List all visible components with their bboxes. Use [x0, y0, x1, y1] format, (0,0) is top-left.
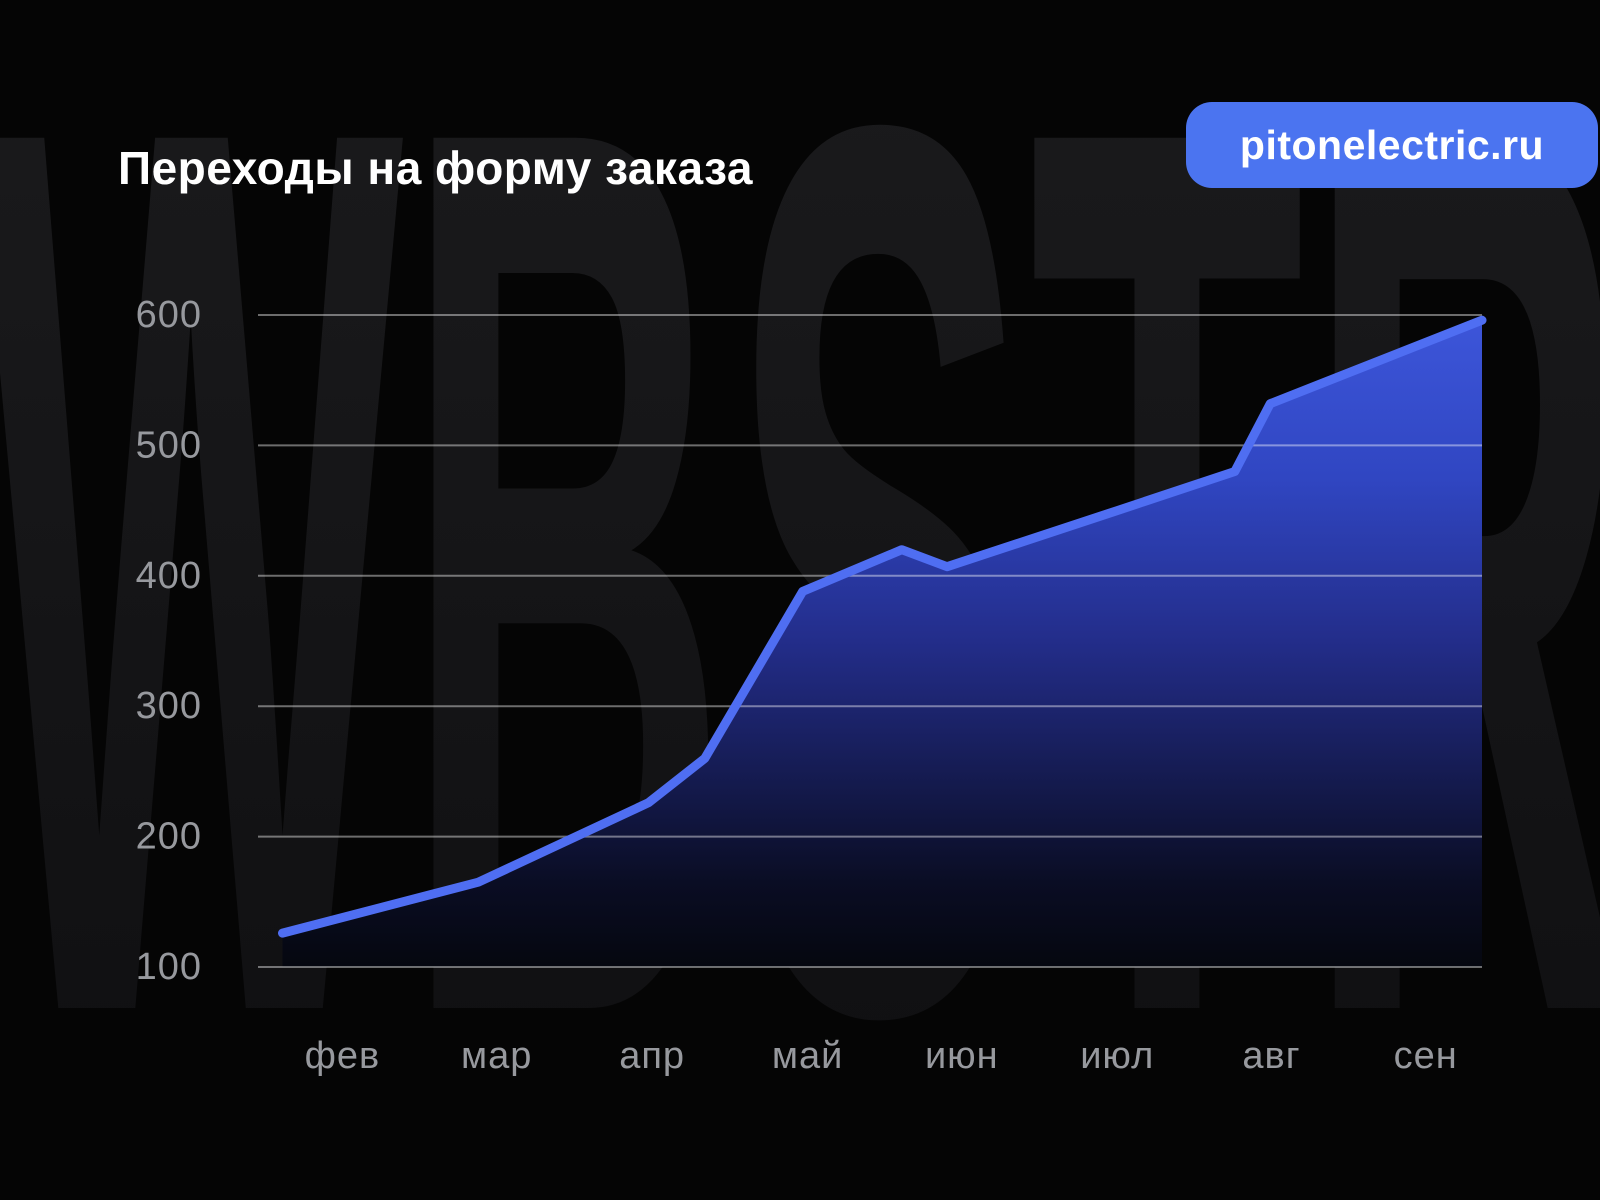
x-axis-label-июл: июл	[1080, 1035, 1154, 1077]
trend-line	[278, 315, 1487, 938]
y-axis-label-300: 300	[136, 685, 202, 727]
area-fill	[282, 320, 1482, 967]
x-axis-label-апр: апр	[619, 1035, 685, 1077]
x-axis-label-мар: мар	[461, 1035, 532, 1077]
site-badge[interactable]: pitonelectric.ru	[1186, 102, 1598, 188]
site-badge-label: pitonelectric.ru	[1239, 121, 1545, 168]
gridlines-group	[258, 314, 1482, 968]
x-axis-labels-group: фев мар апр май июн июл авг сен	[305, 1035, 1458, 1077]
y-axis-label-500: 500	[136, 424, 202, 466]
y-axis-label-200: 200	[136, 816, 202, 858]
x-axis-label-авг: авг	[1242, 1035, 1300, 1077]
x-axis-label-сен: сен	[1394, 1035, 1458, 1077]
y-axis-label-600: 600	[136, 294, 202, 336]
page-title: Переходы на форму заказа	[118, 141, 753, 194]
x-axis-label-июн: июн	[925, 1035, 999, 1077]
x-axis-label-фев: фев	[305, 1035, 381, 1077]
x-axis-label-май: май	[772, 1035, 844, 1077]
y-axis-label-100: 100	[136, 946, 202, 988]
y-axis-label-400: 400	[136, 555, 202, 597]
y-axis-labels-group: 600 500 400 300 200 100	[136, 294, 202, 988]
